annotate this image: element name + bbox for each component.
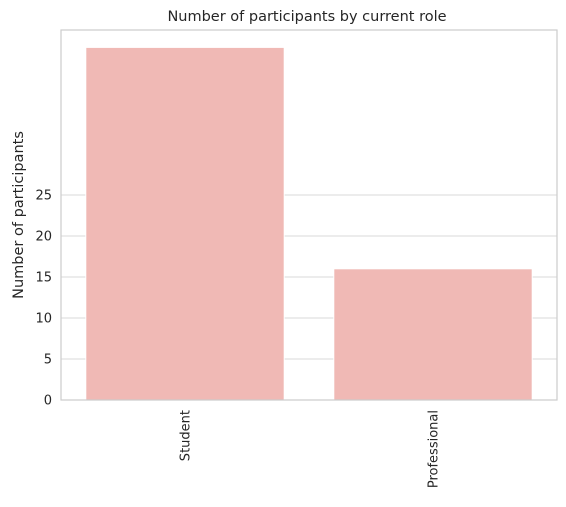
y-tick-label: 25 bbox=[35, 189, 52, 204]
bars bbox=[85, 46, 533, 401]
y-tick-label: 15 bbox=[35, 271, 52, 286]
y-axis-ticks: 0 5 10 15 20 25 bbox=[35, 189, 52, 409]
y-axis-label: Number of participants bbox=[11, 131, 27, 299]
y-tick-label: 5 bbox=[44, 353, 52, 368]
x-tick-label-student: Student bbox=[179, 410, 194, 461]
x-tick-label-professional: Professional bbox=[427, 410, 442, 488]
plot-frame bbox=[60, 29, 558, 401]
bar-professional bbox=[333, 268, 533, 401]
y-tick-label: 10 bbox=[35, 312, 52, 327]
x-axis-ticks: Student Professional bbox=[179, 410, 442, 488]
y-tick-label: 0 bbox=[44, 394, 52, 409]
y-tick-label: 20 bbox=[35, 230, 52, 245]
chart-title: Number of participants by current role bbox=[167, 9, 446, 25]
bar-student bbox=[85, 46, 285, 401]
